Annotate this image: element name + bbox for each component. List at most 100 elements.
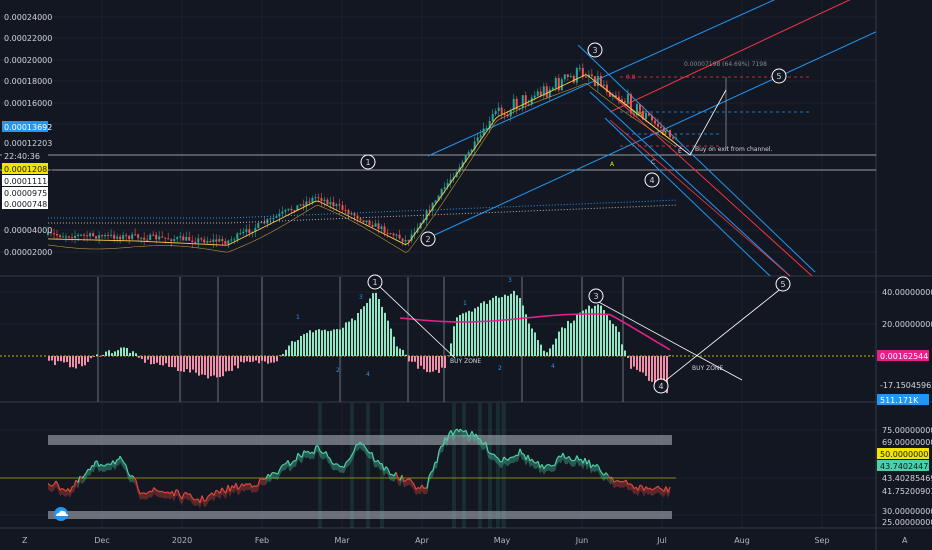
rsi-line[interactable] — [89, 465, 93, 471]
rsi-line[interactable] — [213, 490, 217, 496]
candle[interactable] — [620, 99, 623, 102]
candle[interactable] — [68, 236, 71, 238]
candle[interactable] — [188, 237, 191, 241]
candle[interactable] — [497, 107, 500, 112]
candle[interactable] — [377, 223, 380, 230]
candle[interactable] — [566, 74, 569, 77]
rsi-line[interactable] — [249, 483, 253, 488]
candle[interactable] — [596, 75, 599, 86]
rsi-line[interactable] — [297, 452, 301, 457]
rsi-line[interactable] — [381, 463, 385, 471]
rsi-line[interactable] — [289, 462, 293, 467]
rsi-line[interactable] — [98, 463, 102, 467]
rsi-line[interactable] — [139, 492, 143, 495]
rsi-line[interactable] — [379, 462, 383, 465]
rsi-line[interactable] — [487, 451, 491, 454]
rsi-line[interactable] — [199, 495, 203, 503]
rsi-line[interactable] — [479, 438, 483, 444]
rsi-line[interactable] — [343, 462, 347, 468]
candle[interactable] — [107, 234, 110, 236]
rsi-line[interactable] — [207, 494, 211, 497]
rsi-line[interactable] — [165, 491, 169, 494]
rsi-line[interactable] — [543, 466, 546, 470]
candle[interactable] — [611, 95, 614, 97]
candle[interactable] — [662, 127, 665, 132]
candle[interactable] — [296, 205, 299, 211]
candle[interactable] — [272, 217, 275, 219]
desc-channel-mid[interactable] — [589, 91, 791, 276]
rsi-line[interactable] — [465, 430, 469, 437]
rsi-line[interactable] — [367, 451, 371, 454]
rsi-line[interactable] — [643, 486, 647, 491]
candle[interactable] — [254, 227, 257, 232]
candle[interactable] — [506, 115, 509, 117]
candle[interactable] — [221, 239, 224, 242]
candle[interactable] — [356, 215, 359, 219]
rsi-line[interactable] — [665, 486, 669, 493]
rsi-line[interactable] — [556, 455, 560, 460]
rsi-line[interactable] — [509, 456, 513, 459]
candle[interactable] — [332, 202, 335, 207]
candle[interactable] — [551, 87, 554, 90]
rsi-line[interactable] — [133, 476, 137, 481]
candle[interactable] — [338, 204, 341, 206]
rsi-line[interactable] — [295, 452, 299, 461]
projection-line[interactable] — [659, 286, 784, 386]
rsi-line[interactable] — [261, 478, 265, 481]
candle[interactable] — [263, 222, 266, 224]
rsi-line[interactable] — [239, 483, 243, 488]
candle[interactable] — [218, 239, 221, 242]
rsi-line[interactable] — [181, 493, 185, 500]
rsi-line[interactable] — [259, 477, 263, 480]
rsi-line[interactable] — [607, 474, 611, 479]
candle[interactable] — [368, 220, 371, 226]
candle[interactable] — [233, 239, 236, 241]
candle[interactable] — [200, 238, 203, 240]
candle[interactable] — [59, 235, 62, 238]
candle[interactable] — [212, 239, 215, 242]
candle[interactable] — [167, 238, 170, 240]
candle[interactable] — [65, 236, 68, 238]
rsi-line[interactable] — [47, 482, 51, 486]
rsi-line[interactable] — [331, 462, 335, 466]
rsi-line[interactable] — [461, 430, 465, 433]
rsi-line[interactable] — [73, 479, 77, 487]
rsi-line[interactable] — [83, 472, 87, 477]
rsi-line[interactable] — [131, 475, 135, 478]
candle[interactable] — [635, 104, 638, 116]
candle[interactable] — [302, 204, 305, 206]
rsi-line[interactable] — [655, 485, 659, 489]
rsi-line[interactable] — [225, 484, 229, 494]
rsi-line[interactable] — [119, 455, 123, 460]
candle[interactable] — [245, 229, 248, 232]
candle[interactable] — [98, 235, 101, 239]
rsi-line[interactable] — [283, 462, 287, 465]
candle[interactable] — [260, 222, 263, 224]
candle[interactable] — [161, 236, 164, 238]
rsi-line[interactable] — [121, 459, 125, 464]
rsi-line[interactable] — [205, 496, 209, 501]
candle[interactable] — [668, 130, 671, 138]
candle[interactable] — [335, 204, 338, 207]
rsi-line[interactable] — [359, 441, 363, 445]
rsi-line[interactable] — [281, 463, 285, 466]
rsi-line[interactable] — [347, 457, 351, 461]
rsi-line[interactable] — [129, 475, 133, 477]
candle[interactable] — [50, 231, 53, 234]
candle[interactable] — [224, 241, 227, 244]
rsi-line[interactable] — [401, 474, 405, 482]
candle[interactable] — [503, 113, 506, 116]
rsi-line[interactable] — [81, 475, 85, 479]
rsi-line[interactable] — [57, 484, 61, 491]
rsi-line[interactable] — [163, 491, 167, 494]
rsi-line[interactable] — [257, 478, 261, 486]
candle[interactable] — [317, 197, 320, 199]
rsi-line[interactable] — [625, 479, 629, 485]
rsi-line[interactable] — [335, 463, 339, 466]
candle[interactable] — [62, 236, 65, 238]
candle[interactable] — [617, 96, 620, 100]
candle[interactable] — [113, 234, 116, 239]
rsi-line[interactable] — [100, 463, 104, 467]
rsi-line[interactable] — [649, 487, 653, 491]
candle[interactable] — [185, 237, 188, 241]
